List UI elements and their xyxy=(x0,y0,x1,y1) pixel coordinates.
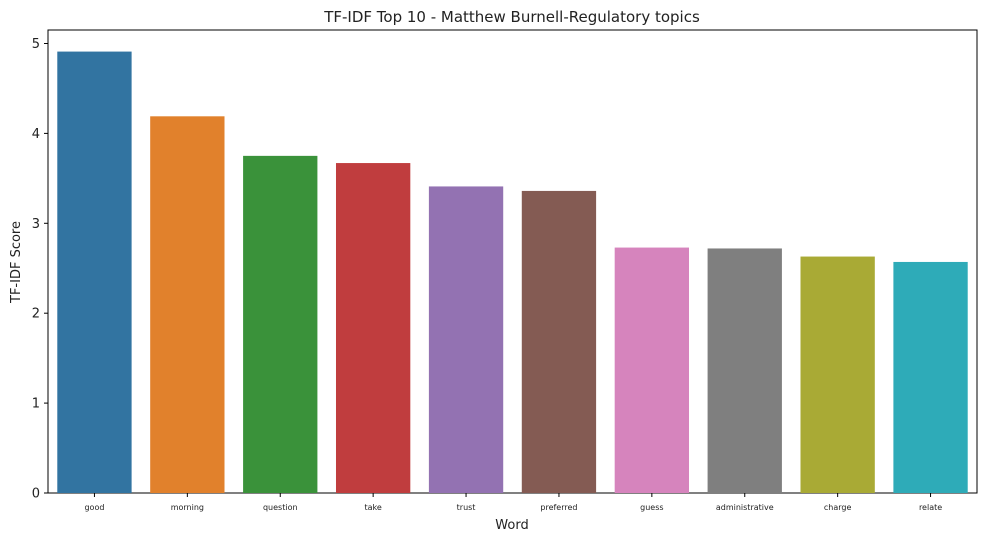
bars-layer xyxy=(57,51,968,494)
bar-administrative xyxy=(707,248,782,493)
y-tick-label: 0 xyxy=(32,487,40,502)
bar-charge xyxy=(800,256,875,493)
x-axis-title: Word xyxy=(495,518,528,533)
x-tick-label: trust xyxy=(457,503,476,512)
y-tick-label: 2 xyxy=(32,307,40,322)
x-tick-label: good xyxy=(84,503,104,512)
bar-relate xyxy=(893,261,968,493)
bar-question xyxy=(243,155,318,493)
x-tick-label: preferred xyxy=(540,503,577,512)
x-tick-label: relate xyxy=(919,503,942,512)
x-axis-ticks: good morning question take trust preferred gue… xyxy=(84,493,942,512)
y-tick-label: 3 xyxy=(32,217,40,232)
x-tick-label: morning xyxy=(171,503,204,512)
bar-good xyxy=(57,51,132,494)
y-tick-label: 5 xyxy=(32,37,40,52)
y-axis-title: TF-IDF Score xyxy=(9,221,24,304)
y-tick-label: 4 xyxy=(32,127,40,142)
x-tick-label: question xyxy=(263,503,298,512)
x-tick-label: charge xyxy=(824,503,852,512)
bar-take xyxy=(335,163,411,493)
chart-title: TF-IDF Top 10 - Matthew Burnell-Regulato… xyxy=(323,8,700,26)
bar-morning xyxy=(150,116,225,493)
plot-frame xyxy=(47,29,978,494)
bar-guess xyxy=(614,247,690,493)
x-tick-label: administrative xyxy=(716,503,774,512)
bar-trust xyxy=(428,186,504,493)
x-tick-label: guess xyxy=(640,503,663,512)
y-axis-ticks: 0 1 2 3 4 5 xyxy=(32,37,48,502)
x-tick-label: take xyxy=(364,503,381,512)
y-tick-label: 1 xyxy=(32,397,40,412)
bar-preferred xyxy=(521,190,597,493)
